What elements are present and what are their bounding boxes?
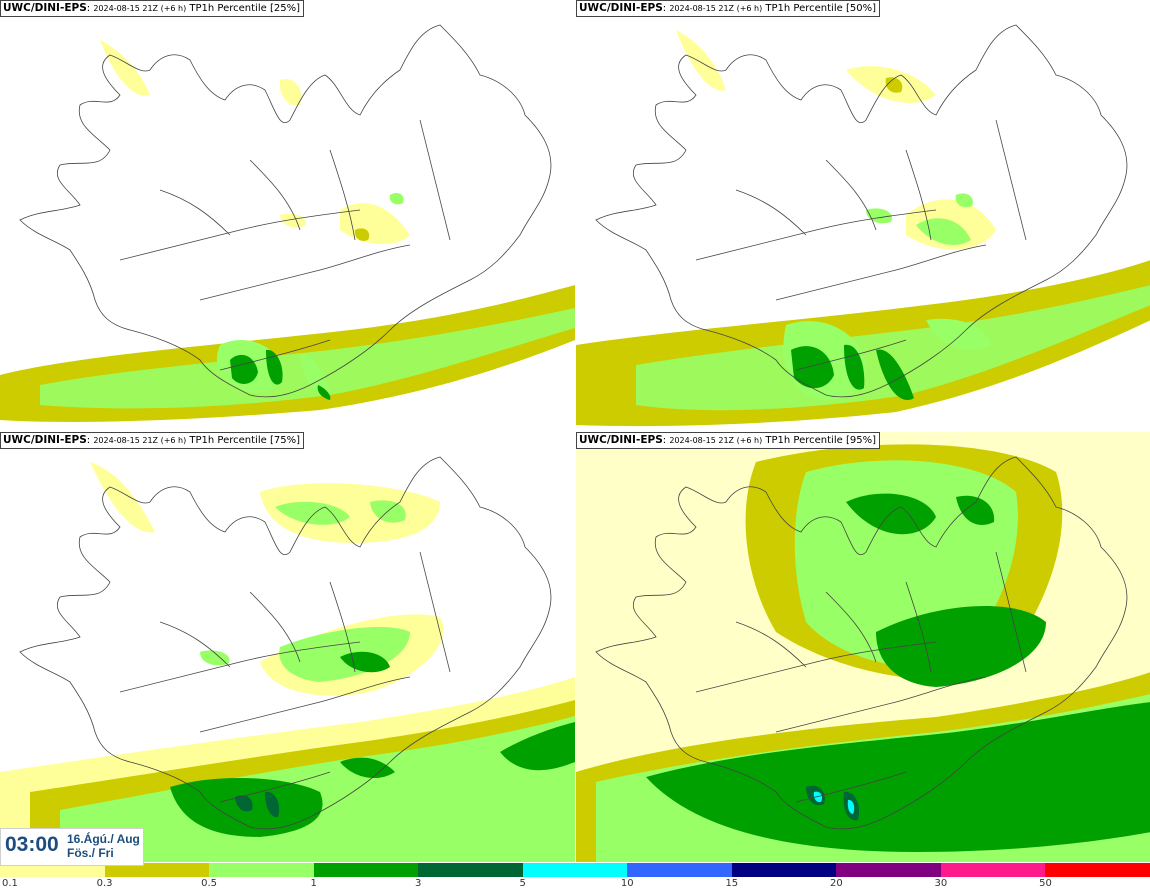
legend-swatch xyxy=(522,863,628,877)
legend-tick-label: 0.3 xyxy=(96,878,113,889)
map-panel-p50: UWC/DINI-EPS: 2024-08-15 21Z (+6 h) TP1h… xyxy=(576,0,1150,430)
legend-tick-label: 50 xyxy=(1039,878,1052,889)
legend-tick-label: 20 xyxy=(829,878,843,889)
legend-swatch xyxy=(731,863,837,877)
product-name: TP1h Percentile [95%] xyxy=(765,435,876,446)
valid-time: 03:00 xyxy=(5,833,59,856)
legend-swatch xyxy=(418,863,524,877)
precip-map-p50 xyxy=(576,0,1150,430)
legend-swatch xyxy=(1045,863,1150,877)
model-name: UWC/DINI-EPS xyxy=(3,434,87,446)
product-name: TP1h Percentile [25%] xyxy=(189,3,300,14)
legend-tick-label: 10 xyxy=(620,878,634,889)
legend-swatch xyxy=(940,863,1046,877)
precip-map-p25 xyxy=(0,0,575,430)
precip-map-p95 xyxy=(576,432,1150,862)
legend-swatch xyxy=(209,863,315,877)
map-panel-p95: UWC/DINI-EPS: 2024-08-15 21Z (+6 h) TP1h… xyxy=(576,432,1150,862)
legend-swatch xyxy=(627,863,733,877)
valid-time-box: 03:00 16.Ágú./ Aug Fös./ Fri xyxy=(0,828,144,866)
run-info: 2024-08-15 21Z (+6 h) xyxy=(669,436,763,445)
legend-tick-label: 5 xyxy=(519,878,526,889)
valid-date: 16.Ágú./ Aug Fös./ Fri xyxy=(67,832,140,860)
precip-map-p75 xyxy=(0,432,575,862)
panel-title-p75: UWC/DINI-EPS: 2024-08-15 21Z (+6 h) TP1h… xyxy=(0,432,304,449)
legend-tick-label: 30 xyxy=(934,878,948,889)
model-name: UWC/DINI-EPS xyxy=(3,2,87,14)
legend-tick-label: 0.1 xyxy=(2,878,18,889)
run-info: 2024-08-15 21Z (+6 h) xyxy=(669,4,763,13)
legend-tick-label: 3 xyxy=(414,878,422,889)
model-name: UWC/DINI-EPS xyxy=(579,434,663,446)
legend-swatch xyxy=(313,863,419,877)
map-panel-p75: UWC/DINI-EPS: 2024-08-15 21Z (+6 h) TP1h… xyxy=(0,432,575,862)
legend-swatch xyxy=(104,863,210,877)
panel-title-p50: UWC/DINI-EPS: 2024-08-15 21Z (+6 h) TP1h… xyxy=(576,0,880,17)
date-line-1: 16.Ágú./ Aug xyxy=(67,832,140,846)
map-panel-p25: UWC/DINI-EPS: 2024-08-15 21Z (+6 h) TP1h… xyxy=(0,0,575,430)
legend-tick-label: 15 xyxy=(725,878,739,889)
legend-tick-label: 1 xyxy=(310,878,317,889)
model-name: UWC/DINI-EPS xyxy=(579,2,663,14)
legend-swatch xyxy=(0,863,106,877)
run-info: 2024-08-15 21Z (+6 h) xyxy=(93,436,187,445)
product-name: TP1h Percentile [75%] xyxy=(189,435,300,446)
product-name: TP1h Percentile [50%] xyxy=(765,3,876,14)
precip-legend: 0.1 0.3 0.5 1 3 5 10 15 20 30 50 xyxy=(0,863,1150,891)
date-line-2: Fös./ Fri xyxy=(67,846,114,860)
panel-title-p95: UWC/DINI-EPS: 2024-08-15 21Z (+6 h) TP1h… xyxy=(576,432,880,449)
legend-tick-label: 0.5 xyxy=(201,878,218,889)
legend-swatch xyxy=(836,863,942,877)
panel-title-p25: UWC/DINI-EPS: 2024-08-15 21Z (+6 h) TP1h… xyxy=(0,0,304,17)
run-info: 2024-08-15 21Z (+6 h) xyxy=(93,4,187,13)
